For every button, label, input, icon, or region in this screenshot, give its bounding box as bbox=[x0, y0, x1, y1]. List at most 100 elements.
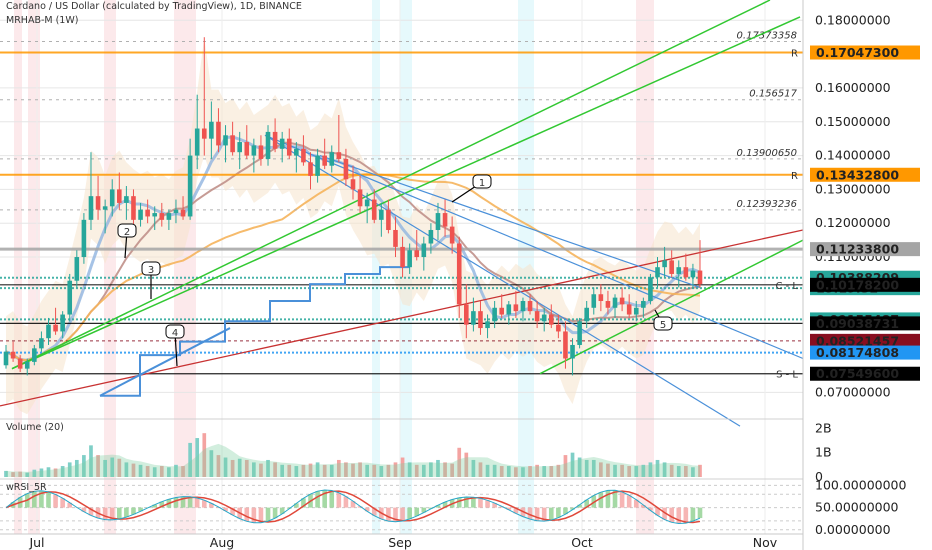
fib-level-label: 0.17373358 bbox=[737, 30, 797, 41]
candle-body bbox=[336, 152, 342, 159]
volume-bar bbox=[414, 464, 419, 477]
rsi-bar bbox=[464, 496, 469, 508]
rsi-bar bbox=[641, 504, 646, 508]
rsi-bar bbox=[633, 499, 639, 508]
price-label-text: 0.17047300 bbox=[816, 45, 899, 60]
rsi-bar bbox=[655, 507, 660, 516]
candle-body bbox=[556, 324, 561, 332]
rsi-bar bbox=[598, 492, 604, 508]
price-tick-label: 0.14000000 bbox=[815, 148, 891, 163]
candle-body bbox=[3, 351, 9, 366]
rsi-bar bbox=[683, 507, 689, 524]
trend-line bbox=[0, 229, 804, 407]
price-label-box bbox=[810, 366, 920, 381]
candle-body bbox=[541, 314, 547, 322]
candle-body bbox=[485, 321, 490, 329]
volume-bar bbox=[669, 464, 674, 477]
candle-body bbox=[272, 131, 278, 149]
rsi-bar bbox=[46, 491, 51, 508]
candle-body bbox=[173, 209, 179, 214]
candle-body bbox=[237, 142, 242, 153]
rsi-bar bbox=[315, 491, 320, 508]
volume-bar bbox=[358, 462, 362, 477]
volume-bar bbox=[32, 469, 37, 477]
price-label-box bbox=[810, 345, 920, 360]
volume-bar bbox=[145, 466, 150, 477]
highlight-band bbox=[174, 0, 196, 534]
annotation-label: 3 bbox=[148, 265, 154, 276]
candle-body bbox=[442, 213, 448, 227]
rsi-bar bbox=[230, 507, 235, 516]
volume-bar bbox=[159, 466, 164, 477]
volume-bar bbox=[556, 464, 561, 477]
annotation-box bbox=[117, 223, 137, 238]
rsi-bar bbox=[159, 501, 165, 508]
price-label-marker: R bbox=[791, 171, 798, 182]
price-label-box bbox=[810, 333, 920, 348]
price-label-box bbox=[810, 167, 920, 182]
rsi-bar bbox=[456, 497, 462, 508]
rsi-bar bbox=[506, 507, 512, 510]
volume-bar bbox=[521, 467, 525, 477]
candle-body bbox=[577, 321, 582, 345]
volume-bar bbox=[436, 459, 440, 477]
volume-bar bbox=[535, 464, 539, 477]
candle-body bbox=[322, 155, 327, 166]
volume-bar bbox=[280, 464, 285, 477]
candle-body bbox=[379, 209, 384, 220]
volume-bar bbox=[124, 462, 129, 477]
candle-body bbox=[258, 145, 264, 159]
trend-line bbox=[264, 134, 741, 427]
trend-line bbox=[11, 16, 801, 370]
volume-bar bbox=[138, 464, 143, 477]
candle-body bbox=[152, 213, 158, 217]
rsi-bar bbox=[570, 507, 575, 510]
volume-bar bbox=[60, 466, 65, 477]
rsi-bar bbox=[690, 507, 696, 522]
candle-body bbox=[138, 209, 143, 220]
volume-bar bbox=[599, 462, 603, 477]
time-axis[interactable]: Jul Aug Sep Oct Nov bbox=[28, 535, 777, 550]
candle-body bbox=[294, 148, 299, 156]
candle-body bbox=[109, 189, 115, 207]
rsi-bar bbox=[548, 507, 554, 521]
volume-bar bbox=[53, 468, 58, 477]
rsi-bar bbox=[605, 490, 611, 508]
volume-bar bbox=[46, 467, 51, 477]
volume-bar bbox=[386, 464, 391, 477]
price-axis[interactable]: 0.18000000 0.16000000 0.15000000 0.14000000… bbox=[775, 12, 920, 399]
rsi-bar bbox=[265, 507, 271, 522]
rsi-bar bbox=[393, 507, 398, 522]
candle-body bbox=[400, 246, 405, 268]
highlight-band bbox=[14, 0, 22, 534]
rsi-bar bbox=[201, 500, 207, 508]
trend-line bbox=[319, 155, 701, 289]
volume-bar bbox=[698, 464, 702, 477]
volume-bar bbox=[577, 457, 582, 477]
price-label-text: 0.13432800 bbox=[816, 167, 899, 182]
candle-body bbox=[690, 270, 696, 278]
candle-body bbox=[180, 209, 186, 217]
chart-title: Cardano / US Dollar (calculated by Tradi… bbox=[6, 1, 302, 12]
candle-body bbox=[435, 213, 441, 230]
rsi-bar bbox=[478, 498, 483, 508]
rsi-bar bbox=[591, 495, 597, 508]
candle-body bbox=[343, 158, 349, 180]
rsi-bar bbox=[279, 507, 285, 514]
volume-bar bbox=[443, 462, 447, 477]
rsi-bar bbox=[556, 507, 561, 518]
candle-body bbox=[414, 250, 420, 258]
rsi-bar bbox=[194, 498, 200, 508]
candle-body bbox=[81, 219, 87, 258]
candle-body bbox=[32, 348, 37, 362]
rsi-bar bbox=[187, 496, 193, 508]
volume-bar bbox=[613, 464, 617, 477]
price-label-box bbox=[810, 45, 920, 60]
rsi-bar bbox=[619, 491, 625, 508]
annotation-label: 4 bbox=[172, 328, 178, 339]
rsi-bar bbox=[60, 498, 65, 508]
price-label-marker: R bbox=[791, 49, 798, 60]
annotation-box bbox=[165, 324, 185, 339]
candle-body bbox=[67, 280, 73, 315]
